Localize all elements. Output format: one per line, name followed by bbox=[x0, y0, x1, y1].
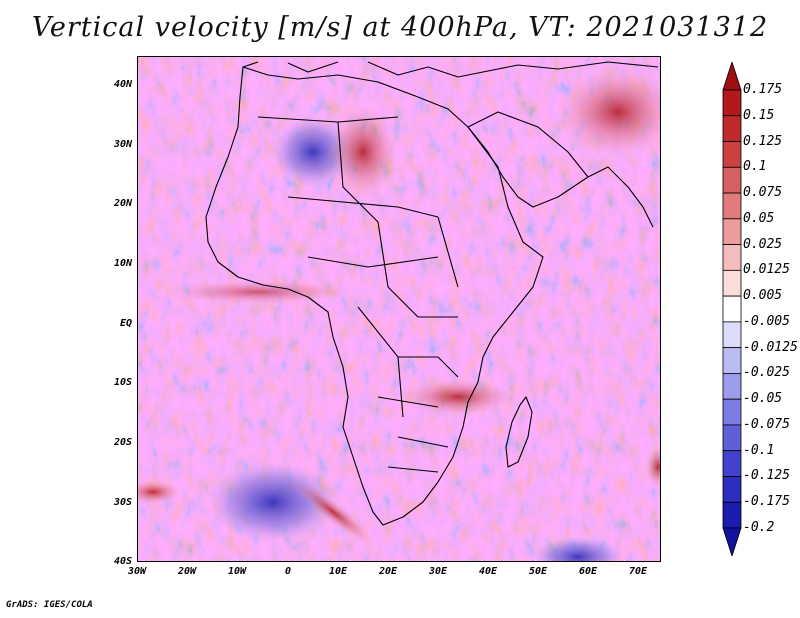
lon-label-30e: 30E bbox=[428, 566, 448, 577]
colorbar-label: 0.1 bbox=[743, 159, 767, 175]
lat-label-eq: EQ bbox=[119, 318, 132, 329]
lon-label-60e: 60E bbox=[578, 566, 598, 577]
country-borders bbox=[257, 116, 459, 473]
colorbar-top-arrow bbox=[722, 62, 742, 91]
colorbar-box bbox=[722, 347, 742, 374]
red-zone-mozambique bbox=[403, 379, 513, 415]
colorbar-box bbox=[722, 269, 742, 297]
colorbar-label: 0.125 bbox=[743, 133, 783, 149]
lat-label-20s: 20S bbox=[113, 437, 132, 448]
colorbar bbox=[722, 62, 742, 556]
colorbar-box bbox=[722, 476, 742, 503]
colorbar-label: -0.05 bbox=[743, 391, 783, 407]
red-band-southwest bbox=[293, 480, 373, 544]
lon-label-0: 0 bbox=[284, 566, 292, 577]
madagascar-coastline bbox=[505, 396, 533, 468]
lon-label-30w: 30W bbox=[127, 566, 147, 577]
map-title: Vertical velocity [m/s] at 400hPa, VT: 2… bbox=[31, 12, 769, 43]
europe-coastline bbox=[242, 61, 659, 78]
lon-label-70e: 70E bbox=[628, 566, 648, 577]
arabia-coastline bbox=[467, 111, 589, 208]
blue-cyclone-southwest bbox=[208, 462, 338, 542]
red-zone-iran bbox=[558, 67, 660, 157]
colorbar-label: -0.075 bbox=[743, 416, 790, 432]
red-zone-east-edge bbox=[646, 447, 660, 487]
colorbar-label: -0.005 bbox=[743, 313, 790, 329]
blue-cyclone-southeast bbox=[533, 537, 623, 561]
colorbar-label: 0.05 bbox=[743, 210, 775, 226]
footer-credit: GrADS: IGES/COLA bbox=[6, 600, 93, 610]
colorbar-label: -0.175 bbox=[743, 494, 790, 510]
colorbar-label: -0.1 bbox=[743, 442, 775, 458]
lat-label-10n: 10N bbox=[113, 258, 132, 269]
vertical-velocity-map bbox=[137, 56, 661, 562]
colorbar-box bbox=[722, 424, 742, 452]
colorbar-box bbox=[722, 321, 742, 349]
colorbar-box bbox=[722, 141, 742, 168]
colorbar-box bbox=[722, 373, 742, 400]
colorbar-label: -0.025 bbox=[743, 365, 790, 381]
colorbar-label: -0.125 bbox=[743, 468, 790, 484]
colorbar-box bbox=[722, 501, 742, 529]
colorbar-bottom-arrow bbox=[722, 527, 742, 556]
colorbar-label: 0.025 bbox=[743, 236, 783, 252]
lon-label-20w: 20W bbox=[177, 566, 197, 577]
lat-label-30s: 30S bbox=[113, 497, 132, 508]
colorbar-label: 0.075 bbox=[743, 185, 783, 201]
red-band-itcz bbox=[163, 280, 353, 304]
lon-label-10w: 10W bbox=[227, 566, 247, 577]
lat-label-40s: 40S bbox=[113, 556, 132, 567]
lon-label-10e: 10E bbox=[328, 566, 348, 577]
colorbar-box bbox=[722, 218, 742, 245]
lat-label-10s: 10S bbox=[113, 377, 132, 388]
red-zone-algeria bbox=[328, 107, 398, 197]
india-coastline bbox=[587, 166, 654, 228]
colorbar-box bbox=[722, 450, 742, 477]
colorbar-label: -0.2 bbox=[743, 520, 775, 535]
colorbar-label: 0.0125 bbox=[743, 262, 790, 278]
colorbar-label: 0.005 bbox=[743, 288, 783, 304]
lat-label-40n: 40N bbox=[113, 79, 132, 90]
lon-label-40e: 40E bbox=[478, 566, 498, 577]
colorbar-box bbox=[722, 295, 742, 323]
colorbar-box bbox=[722, 192, 742, 220]
lon-label-20e: 20E bbox=[378, 566, 398, 577]
lon-label-50e: 50E bbox=[528, 566, 548, 577]
colorbar-box bbox=[722, 89, 742, 117]
colorbar-box bbox=[722, 398, 742, 426]
lat-label-20n: 20N bbox=[113, 198, 132, 209]
colorbar-label: -0.0125 bbox=[743, 339, 798, 355]
red-zone-south-atlantic bbox=[138, 480, 181, 504]
colorbar-box bbox=[722, 166, 742, 194]
colorbar-box bbox=[722, 115, 742, 142]
lat-label-30n: 30N bbox=[113, 139, 132, 150]
colorbar-label: 0.175 bbox=[743, 82, 783, 97]
colorbar-box bbox=[722, 244, 742, 271]
colorbar-label: 0.15 bbox=[743, 107, 775, 123]
